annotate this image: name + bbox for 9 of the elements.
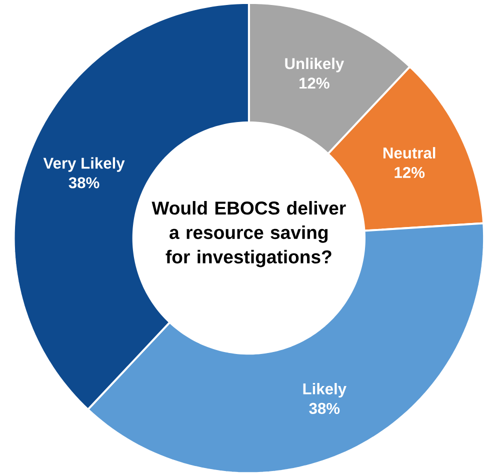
data-label: 38% <box>309 402 340 414</box>
slice-label: Very Likely <box>43 157 125 172</box>
slice-label: Likely <box>303 382 346 398</box>
slice-label: Neutral <box>384 147 436 158</box>
data-label: 38% <box>68 177 100 188</box>
text: Would EBOCS deliver a resource saving for investigations? <box>152 200 346 268</box>
data-label: 12% <box>394 166 425 178</box>
slice-label: Unlikely <box>285 58 344 72</box>
data-label: 12% <box>300 78 330 89</box>
